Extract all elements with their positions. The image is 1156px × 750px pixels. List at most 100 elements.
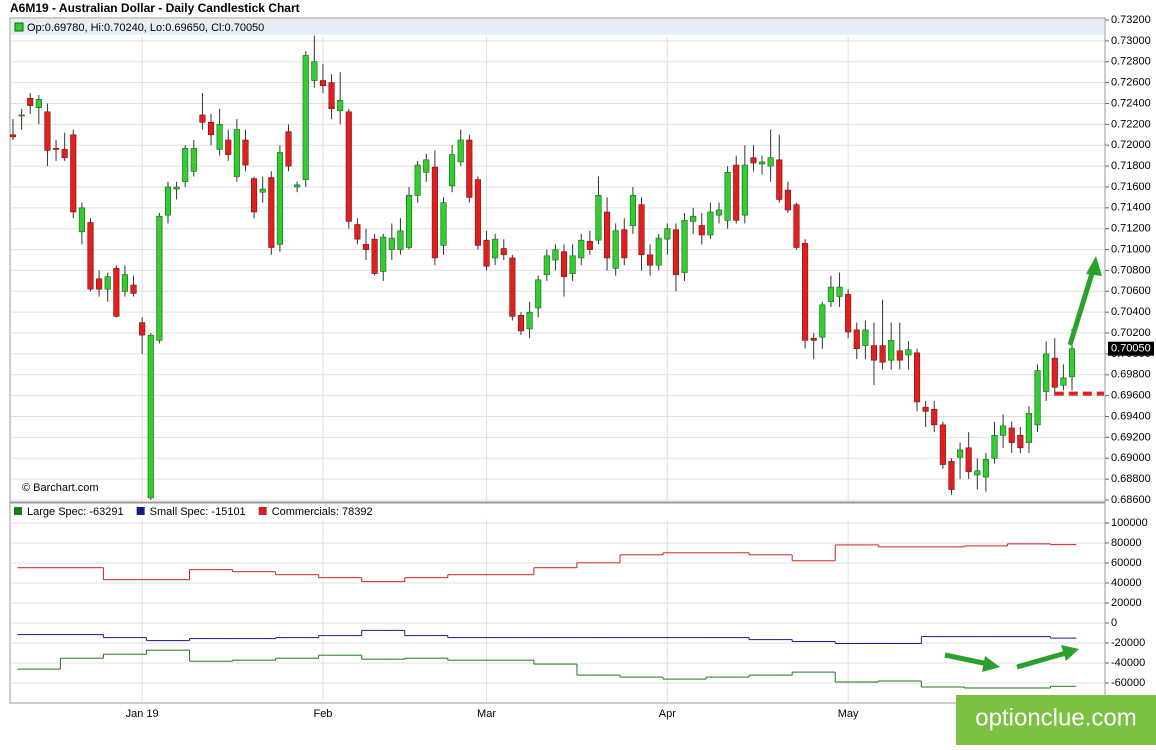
legend-name: Commercials <box>272 506 337 518</box>
candle-body <box>827 286 834 303</box>
y-tick-label: 0.69000 <box>1111 452 1151 464</box>
y-tick-label: 0.71800 <box>1111 160 1151 172</box>
candle-body <box>251 178 258 213</box>
candle-body <box>500 248 507 256</box>
candle-body <box>638 204 645 256</box>
candle-body <box>802 243 809 341</box>
candle-body <box>70 134 77 213</box>
last-price-label: 0.70050 <box>1111 343 1151 355</box>
candle-body <box>9 134 17 138</box>
candle-body <box>61 149 68 159</box>
y-tick-label: -20000 <box>1111 637 1145 649</box>
y-tick-label: 0.72800 <box>1111 56 1151 68</box>
candle-body <box>836 286 843 297</box>
legend-name: Large Spec <box>27 506 84 518</box>
y-tick-label: 0.70200 <box>1111 327 1151 339</box>
candle-body <box>690 215 697 222</box>
candle-body <box>793 204 800 248</box>
candle-body <box>328 82 335 109</box>
candle-body <box>18 114 25 117</box>
candle-body <box>405 195 413 248</box>
candle-body <box>879 345 886 363</box>
y-tick-label: 80000 <box>1111 537 1142 549</box>
y-tick-label: 0.69200 <box>1111 431 1151 443</box>
cot-legend-bar <box>11 504 1104 519</box>
legend-entry: Commercials: 78392 <box>272 506 373 518</box>
candle-body <box>1043 353 1050 392</box>
candle-body <box>1068 348 1076 378</box>
candle-body <box>182 148 189 183</box>
candle-body <box>931 408 938 426</box>
candle-body <box>741 164 748 216</box>
candle-body <box>207 121 215 136</box>
legend-entry: Large Spec: -63291 <box>27 506 124 518</box>
candle-body <box>991 435 998 459</box>
marks-layer <box>9 35 1104 689</box>
grid-layer <box>11 36 1104 702</box>
candle-body <box>845 294 852 333</box>
candle-body <box>913 352 921 403</box>
candle-body <box>784 189 791 211</box>
candle-body <box>259 188 266 193</box>
candle-body <box>492 238 499 259</box>
candle-body <box>1017 435 1024 449</box>
candle-body <box>474 179 481 246</box>
y-tick-label: 0.68800 <box>1111 473 1151 485</box>
candle-body <box>776 159 783 200</box>
price-frame <box>9 17 1106 503</box>
candle-body <box>164 186 172 216</box>
info-swatch <box>14 22 24 32</box>
candle-body <box>655 237 662 266</box>
candle-body <box>526 311 533 330</box>
y-tick-label: 60000 <box>1111 557 1142 569</box>
y-tick-label: 0.70600 <box>1111 285 1151 297</box>
candle-body <box>715 209 723 216</box>
arrow-up <box>1067 256 1102 346</box>
candle-body <box>595 195 602 241</box>
logo-box <box>956 695 1156 745</box>
candle-body <box>621 229 628 259</box>
candle-body <box>810 337 817 341</box>
candle-body <box>853 329 860 349</box>
candle-body <box>1034 370 1041 426</box>
x-tick-label: Apr <box>659 708 676 720</box>
candle-body <box>233 129 240 177</box>
candle-body <box>147 334 154 499</box>
candle-body <box>707 211 714 236</box>
candle-body <box>543 255 550 275</box>
y-tick-label: 0.72600 <box>1111 77 1151 89</box>
candle-body <box>440 202 447 246</box>
candle-body <box>922 406 929 412</box>
candle-body <box>982 459 989 478</box>
candle-body <box>750 157 757 164</box>
candle-body <box>870 345 878 361</box>
candle-body <box>78 207 85 233</box>
y-tick-label: -60000 <box>1111 677 1145 689</box>
logo: optionclue.com <box>975 704 1136 731</box>
candle-body <box>957 449 964 458</box>
y-tick-label: 0.71600 <box>1111 181 1151 193</box>
candle-body <box>388 237 395 250</box>
candle-body <box>294 184 301 188</box>
candle-body <box>758 161 766 165</box>
x-tick-label: May <box>838 708 859 720</box>
candle-body <box>414 164 421 196</box>
candle-body <box>216 124 223 150</box>
candle-body <box>483 239 490 267</box>
y-tick-label: 0.72200 <box>1111 118 1151 130</box>
candle-body <box>113 268 120 317</box>
y-tick-label: 0.70800 <box>1111 264 1151 276</box>
candle-body <box>319 80 327 87</box>
y-tick-label: 0.70400 <box>1111 306 1151 318</box>
candle-body <box>965 447 972 473</box>
ohlc-info: Op:0.69780, Hi:0.70240, Lo:0.69650, Cl:0… <box>27 22 264 34</box>
y-tick-label: 0.71000 <box>1111 243 1151 255</box>
candle-body <box>130 284 137 294</box>
candle-body <box>664 228 671 240</box>
y-tick-label: 20000 <box>1111 597 1142 609</box>
y-tick-label: 0.73000 <box>1111 35 1151 47</box>
candle-body <box>345 111 352 222</box>
candle-body <box>629 195 636 226</box>
candle-body <box>535 279 542 309</box>
chart-title: A6M19 - Australian Dollar - Daily Candle… <box>10 1 300 15</box>
